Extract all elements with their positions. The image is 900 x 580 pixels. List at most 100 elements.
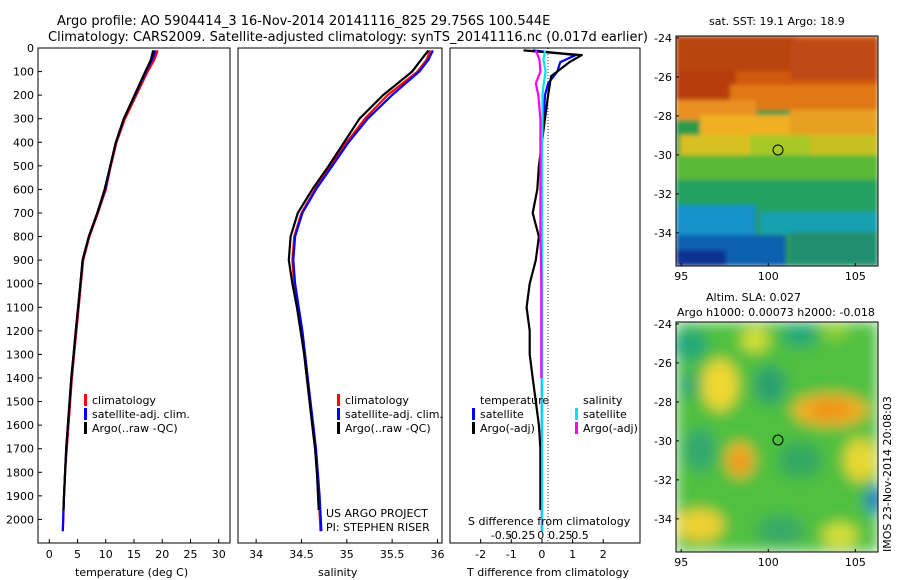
difference-series <box>523 49 583 532</box>
legend-swatch-s-satellite <box>575 408 578 420</box>
title-line-2: Climatology: CARS2009. Satellite-adjuste… <box>48 30 648 45</box>
series-line-blue <box>532 49 577 532</box>
legend-label-s-satellite: satellite <box>583 408 627 421</box>
difference-x-axis: -2 -1 0 1 2-0.5-0.25 0 0.250.5 <box>475 529 607 561</box>
x-tick-label: 34 <box>249 548 263 561</box>
x-tick-label: 20 <box>155 548 169 561</box>
map-y-tick-label: -34 <box>654 513 672 526</box>
x-tick-label: 0 <box>538 548 545 561</box>
depth-tick-label: 1500 <box>6 396 34 409</box>
salinity-series <box>287 49 434 532</box>
map-y-tick-label: -24 <box>654 318 672 331</box>
depth-tick-label: 1600 <box>6 419 34 432</box>
sla-map-title-1: Altim. SLA: 0.027 <box>706 291 801 304</box>
x-tick-label: 1 <box>569 548 576 561</box>
s-diff-tick-label: -0.5 <box>491 529 512 542</box>
x-tick-label: 35 <box>340 548 354 561</box>
temperature-axis-label: temperature (deg C) <box>75 566 188 579</box>
depth-tick-label: 500 <box>13 160 34 173</box>
imos-timestamp: IMOS 23-Nov-2014 20:08:03 <box>881 396 894 552</box>
depth-tick-label: 1800 <box>6 466 34 479</box>
map-x-tick-label: 95 <box>674 556 688 569</box>
legend-swatch-climatology <box>337 394 340 406</box>
series-line-black <box>287 49 430 511</box>
series-line-red <box>61 50 159 532</box>
temperature-series <box>61 50 159 532</box>
depth-tick-label: 1000 <box>6 278 34 291</box>
salinity-plot-frame <box>237 47 443 544</box>
legend-label-argo: Argo(..raw -QC) <box>92 422 178 435</box>
depth-tick-label: 0 <box>27 42 34 55</box>
depth-tick-label: 2000 <box>6 513 34 526</box>
legend-label-satellite-adj: satellite-adj. clim. <box>92 408 190 421</box>
sst-map-axes: 95 100 105 -24 -26 -28 -30 -32 -34 <box>654 32 866 283</box>
depth-tick-label: 1200 <box>6 325 34 338</box>
x-tick-label: 36 <box>430 548 444 561</box>
sla-map-frame <box>675 321 879 553</box>
series-line-magenta <box>534 49 543 378</box>
x-tick-label: 5 <box>74 548 81 561</box>
depth-tick-label: 700 <box>13 207 34 220</box>
sla-map-title-2: Argo h1000: 0.00073 h2000: -0.018 <box>677 306 875 319</box>
map-y-tick-label: -32 <box>654 188 672 201</box>
x-tick-label: 10 <box>99 548 113 561</box>
map-x-tick-label: 105 <box>845 556 866 569</box>
depth-tick-label: 300 <box>13 113 34 126</box>
map-y-tick-label: -26 <box>654 357 672 370</box>
series-line-black <box>62 50 155 511</box>
map-y-tick-label: -32 <box>654 474 672 487</box>
x-tick-label: 34.5 <box>289 548 314 561</box>
legend-swatch-satellite-adj <box>84 408 87 420</box>
depth-tick-label: 1700 <box>6 443 34 456</box>
legend-swatch-t-argo <box>472 422 475 434</box>
legend-label-climatology: climatology <box>345 394 409 407</box>
x-tick-label: -1 <box>506 548 517 561</box>
s-diff-tick-label: 0.25 <box>548 529 573 542</box>
legend-label-climatology: climatology <box>92 394 156 407</box>
depth-tick-label: 800 <box>13 231 34 244</box>
temperature-legend: climatology satellite-adj. clim. Argo(..… <box>84 394 190 435</box>
temperature-plot-frame <box>37 47 231 544</box>
map-x-tick-label: 100 <box>758 556 779 569</box>
t-difference-axis-label: T difference from climatology <box>466 566 629 579</box>
sst-heatmap <box>676 36 878 266</box>
legend-title-temperature: temperature <box>480 394 549 407</box>
map-y-tick-label: -24 <box>654 32 672 45</box>
legend-label-t-satellite: satellite <box>480 408 524 421</box>
depth-tick-label: 1300 <box>6 348 34 361</box>
x-tick-label: 30 <box>212 548 226 561</box>
temperature-x-axis: 0 5 10 15 20 25 30 <box>46 539 226 561</box>
depth-tick-label: 200 <box>13 89 34 102</box>
map-y-tick-label: -34 <box>654 227 672 240</box>
x-tick-label: 35.5 <box>380 548 405 561</box>
legend-title-salinity: salinity <box>583 394 623 407</box>
series-line-red <box>291 50 432 532</box>
depth-tick-label: 1400 <box>6 372 34 385</box>
series-line-cyan <box>541 50 547 532</box>
s-diff-tick-label: 0 <box>537 529 544 542</box>
map-y-tick-label: -28 <box>654 110 672 123</box>
argo-location-marker <box>772 144 784 156</box>
map-y-tick-label: -30 <box>654 149 672 162</box>
map-x-tick-label: 105 <box>845 270 866 283</box>
x-tick-label: 25 <box>183 548 197 561</box>
legend-label-t-argo: Argo(-adj) <box>480 422 535 435</box>
sla-heatmap <box>676 322 878 552</box>
x-tick-label: 2 <box>600 548 607 561</box>
legend-swatch-t-satellite <box>472 408 475 420</box>
legend-label-argo: Argo(..raw -QC) <box>345 422 431 435</box>
legend-swatch-climatology <box>84 394 87 406</box>
series-line-black <box>523 49 583 510</box>
sla-map-axes: 95 100 105 -24 -26 -28 -30 -32 -34 <box>654 318 866 569</box>
x-tick-label: 0 <box>46 548 53 561</box>
depth-tick-label: 100 <box>13 66 34 79</box>
map-x-tick-label: 95 <box>674 270 688 283</box>
depth-tick-label: 1900 <box>6 490 34 503</box>
pi-annotation: PI: STEPHEN RISER <box>326 521 430 534</box>
sst-map-title: sat. SST: 19.1 Argo: 18.9 <box>709 15 845 28</box>
map-y-tick-label: -28 <box>654 396 672 409</box>
x-tick-label: -2 <box>475 548 486 561</box>
legend-swatch-argo <box>337 422 340 434</box>
map-x-tick-label: 100 <box>758 270 779 283</box>
